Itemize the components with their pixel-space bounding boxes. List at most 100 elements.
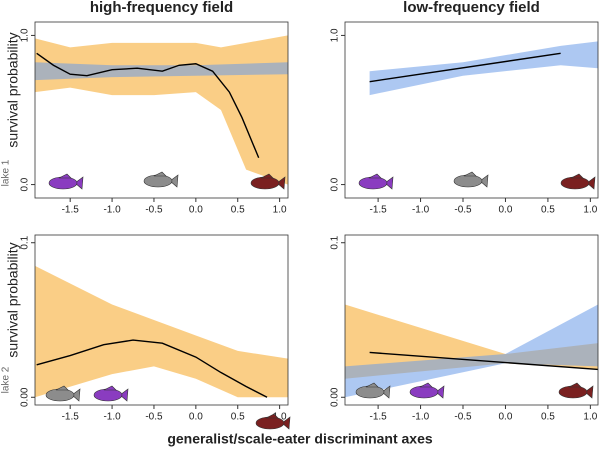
fish-fin [419,382,433,388]
plot-area [369,41,598,96]
y-axis-label: survival probability [5,32,21,147]
fish-tail [281,416,291,430]
x-tick-label: -1.5 [62,412,80,423]
x-axis-label: generalist/scale-eater discriminant axes [167,431,433,447]
x-tick-label: 0.5 [231,412,245,423]
plot-frame [344,234,599,406]
x-tick-label: 0.0 [499,205,513,216]
x-tick-label: 1.0 [273,412,287,423]
fish-tail [71,388,81,402]
fish-fin [570,173,584,179]
x-tick-label: 0.0 [189,205,203,216]
x-tick-label: -0.5 [145,412,163,423]
fish-fin [153,171,167,177]
fish [250,173,286,190]
fish [558,382,594,399]
x-tick-label: 1.0 [583,412,597,423]
fish-tail [384,176,394,190]
fish-body [558,385,588,399]
x-tick-label: -0.5 [454,205,472,216]
y-tick-label: 0.0 [330,177,341,191]
panel-title: low-frequency field [403,0,540,16]
y-tick-label: 1.0 [20,28,31,42]
fish [409,382,445,399]
x-tick-label: 0.5 [541,205,555,216]
fish-body [560,176,590,190]
x-tick-label: 0.0 [189,412,203,423]
x-tick-label: -1.0 [103,205,121,216]
y-tick-label: 0.0 [20,177,31,191]
fit-line [36,339,268,398]
fish-tail [586,176,596,190]
fish-body [255,416,285,430]
fish [93,385,129,402]
bootstrap-band [345,304,598,398]
fish [355,382,391,399]
fish-tail [435,385,445,399]
x-tick-label: -1.0 [412,412,430,423]
fish-tail [74,176,84,190]
bootstrap-band [369,41,598,96]
plot-frame [34,234,289,406]
bootstrap-band [35,35,288,185]
fish [48,173,84,190]
x-tick-label: -1.0 [103,412,121,423]
fit-line [369,351,598,371]
plot-area [35,35,288,185]
x-tick-label: -1.5 [62,205,80,216]
fit-line [36,52,260,158]
x-tick-label: -1.5 [369,205,387,216]
fish-icons [45,171,596,430]
fish-fin [260,173,274,179]
fish-fin [368,173,382,179]
fish-body [45,388,75,402]
plot-frame [34,21,289,199]
fish [255,413,291,430]
y-tick-label: 0.00 [20,387,31,407]
y-tick-label: 0.00 [330,387,341,407]
fit-line [369,52,561,83]
bootstrap-band [35,265,288,398]
x-tick-label: -1.5 [369,412,387,423]
fish [560,173,596,190]
y-tick-label: 1.0 [330,28,341,42]
fish-tail [169,174,179,188]
plot-frame [344,21,599,199]
x-tick-label: -0.5 [454,412,472,423]
fish-body [93,388,123,402]
panel-title: high-frequency field [90,0,233,16]
fish-body [358,176,388,190]
x-tick-label: 1.0 [273,205,287,216]
fish-body [48,176,78,190]
fish-fin [265,413,279,419]
x-tick-label: 0.5 [231,205,245,216]
fish [453,171,489,188]
fish-fin [463,171,477,177]
fish-tail [119,388,129,402]
fish-tail [381,385,391,399]
fish-body [453,174,483,188]
x-tick-label: 0.0 [499,412,513,423]
x-tick-label: 1.0 [583,205,597,216]
fish-body [250,176,280,190]
fish-tail [479,174,489,188]
fish-body [143,174,173,188]
fish-fin [568,382,582,388]
fish-body [409,385,439,399]
fish-tail [276,176,286,190]
fish-fin [55,385,69,391]
fish-fin [58,173,72,179]
fish [45,385,81,402]
fish-body [355,385,385,399]
fish [143,171,179,188]
fish-fin [103,385,117,391]
plot-area [345,304,598,398]
y-tick-label: 0.1 [330,235,341,249]
x-tick-label: 0.5 [541,412,555,423]
row-label: lake 2 [1,366,12,393]
row-label: lake 1 [1,159,12,186]
x-tick-label: -1.0 [412,205,430,216]
y-tick-label: 0.1 [20,235,31,249]
fish-tail [584,385,594,399]
